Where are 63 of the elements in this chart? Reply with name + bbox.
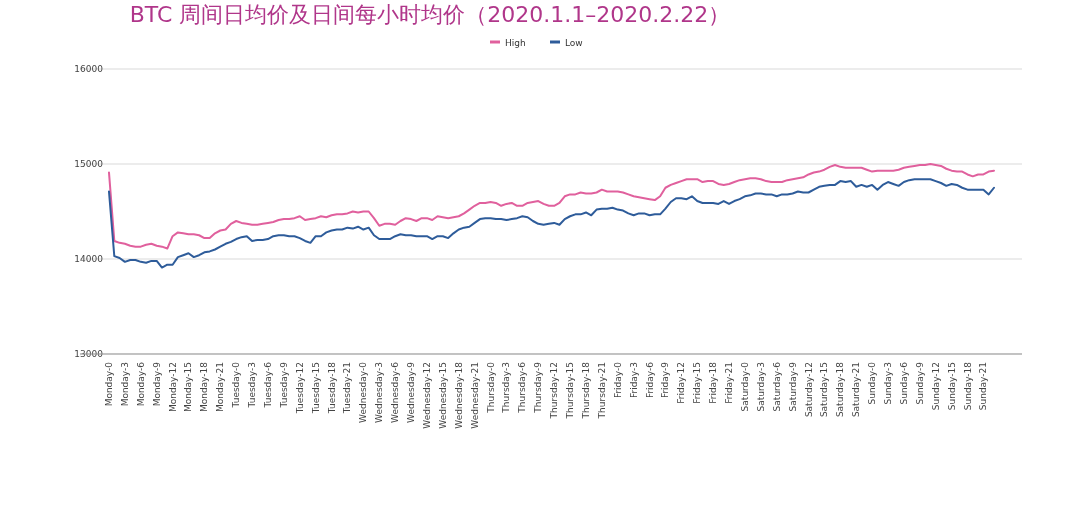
x-tick-label: Thursday-9 [533, 361, 544, 414]
x-tick-label: Tuesday-21 [342, 362, 353, 415]
y-tick-label: 15000 [74, 159, 104, 169]
x-tick-label: Wednesday-15 [437, 362, 448, 429]
x-tick-label: Thursday-3 [501, 362, 512, 414]
x-tick-label: Saturday-6 [771, 361, 782, 412]
x-tick-label: Thursday-18 [580, 361, 591, 420]
x-tick-label: Friday-12 [676, 362, 687, 404]
x-tick-label: Saturday-9 [787, 361, 798, 412]
x-tick-label: Saturday-18 [835, 361, 846, 418]
x-tick-label: Tuesday-18 [326, 361, 337, 415]
x-tick-label: Saturday-12 [803, 362, 814, 418]
x-tick-label: Sunday-6 [898, 361, 909, 405]
x-tick-label: Wednesday-21 [469, 362, 480, 429]
x-tick-label: Thursday-15 [565, 362, 576, 420]
x-tick-label: Monday-12 [167, 362, 178, 413]
x-tick-label: Saturday-0 [739, 361, 750, 412]
x-tick-label: Wednesday-12 [421, 362, 432, 429]
x-tick-label: Thursday-6 [517, 361, 528, 414]
x-tick-label: Tuesday-15 [310, 362, 321, 415]
x-tick-label: Monday-18 [199, 361, 210, 413]
y-tick-label: 16000 [74, 64, 104, 74]
chart-title: BTC 周间日均价及日间每小时均价（2020.1.1–2020.2.22） [129, 2, 731, 27]
x-tick-label: Friday-18 [708, 361, 719, 404]
x-tick-label: Wednesday-18 [453, 361, 464, 429]
x-tick-label: Monday-15 [183, 362, 194, 413]
x-tick-label: Tuesday-6 [262, 361, 273, 409]
x-tick-label: Friday-9 [660, 361, 671, 399]
x-tick-label: Wednesday-3 [374, 362, 385, 423]
x-tick-label: Sunday-21 [978, 362, 989, 411]
x-tick-label: Friday-3 [628, 362, 639, 399]
x-tick-label: Sunday-3 [883, 362, 894, 405]
x-tick-label: Sunday-0 [867, 361, 878, 405]
x-tick-label: Monday-0 [104, 361, 114, 407]
x-tick-label: Sunday-15 [946, 362, 957, 411]
x-tick-label: Thursday-0 [485, 361, 496, 414]
x-tick-label: Tuesday-12 [294, 362, 305, 415]
x-tick-label: Wednesday-9 [406, 361, 417, 423]
x-tick-label: Wednesday-6 [390, 361, 401, 423]
x-tick-label: Sunday-12 [930, 362, 941, 411]
x-tick-label: Friday-0 [612, 361, 623, 399]
legend-label: Low [565, 37, 583, 48]
x-tick-label: Friday-6 [644, 361, 655, 399]
x-tick-label: Saturday-15 [819, 362, 830, 418]
x-tick-label: Thursday-12 [549, 362, 560, 420]
x-tick-label: Tuesday-9 [278, 361, 289, 409]
x-tick-label: Sunday-9 [914, 361, 925, 405]
x-tick-label: Monday-21 [215, 362, 226, 413]
x-tick-label: Sunday-18 [962, 361, 973, 411]
x-tick-label: Saturday-21 [851, 362, 862, 418]
x-tick-label: Friday-21 [724, 362, 735, 404]
x-tick-label: Thursday-21 [596, 362, 607, 420]
x-tick-label: Monday-6 [135, 361, 146, 407]
x-tick-label: Monday-3 [119, 362, 130, 407]
x-tick-label: Friday-15 [692, 362, 703, 404]
x-tick-label: Saturday-3 [755, 362, 766, 412]
y-tick-label: 13000 [74, 349, 104, 359]
x-tick-label: Tuesday-0 [231, 361, 242, 409]
x-tick-label: Monday-9 [151, 361, 162, 407]
legend-label: High [505, 37, 526, 48]
x-tick-label: Wednesday-0 [358, 361, 369, 423]
x-tick-label: Tuesday-3 [247, 362, 258, 409]
y-tick-label: 14000 [74, 254, 104, 264]
